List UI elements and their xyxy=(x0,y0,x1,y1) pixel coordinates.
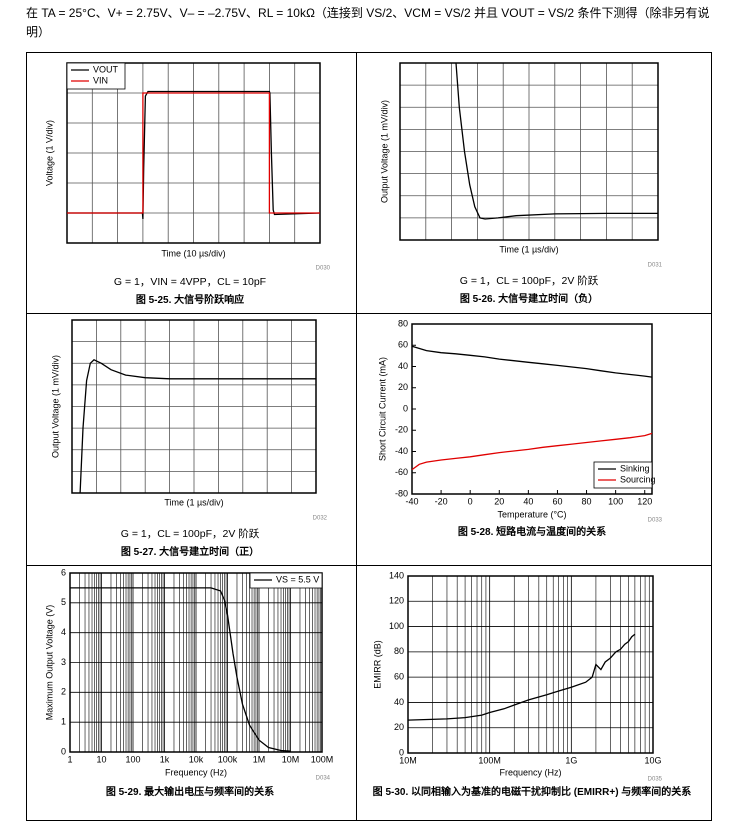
caption: 图 5-28. 短路电流与温度间的关系 xyxy=(457,527,607,538)
plot-frame xyxy=(71,319,317,494)
legend-label: Sourcing xyxy=(620,474,656,484)
plot-frame xyxy=(69,572,323,753)
x-axis-label: Time (1 µs/div) xyxy=(499,244,558,254)
figure-code: D030 xyxy=(316,266,331,272)
x-tick-label: 100 xyxy=(125,754,140,764)
condition: G = 1，VIN = 4VPP，CL = 10pF xyxy=(114,276,266,288)
caption: 图 5-25. 大信号阶跃响应 xyxy=(135,295,245,306)
series-line xyxy=(67,92,320,214)
figure-code: D032 xyxy=(313,516,328,522)
y-tick-label: 60 xyxy=(398,340,408,350)
legend-label: VOUT xyxy=(93,64,119,74)
plot-frame xyxy=(411,323,653,495)
y-tick-label: -40 xyxy=(395,446,408,456)
condition: G = 1，CL = 100pF，2V 阶跃 xyxy=(121,527,260,540)
y-tick-label: 2 xyxy=(61,687,66,697)
x-tick-label: 10M xyxy=(399,755,417,765)
series-line xyxy=(411,345,653,378)
x-tick-label: 100k xyxy=(218,754,238,764)
y-tick-label: 0 xyxy=(403,403,408,413)
series-line xyxy=(411,432,653,471)
y-tick-label: 120 xyxy=(389,596,404,606)
figure-code: D033 xyxy=(648,518,663,524)
series-line xyxy=(70,587,291,752)
y-tick-label: 40 xyxy=(398,361,408,371)
x-tick-label: 10k xyxy=(189,754,204,764)
y-axis-label: Maximum Output Voltage (V) xyxy=(44,605,54,721)
x-tick-label: 120 xyxy=(637,496,652,506)
legend-label: VIN xyxy=(93,75,108,85)
y-tick-label: 80 xyxy=(398,318,408,328)
x-tick-label: 1k xyxy=(160,754,170,764)
x-axis-label: Frequency (Hz) xyxy=(499,767,561,777)
plot-frame xyxy=(399,62,659,241)
y-axis-label: Output Voltage (1 mV/div) xyxy=(379,100,389,203)
y-tick-label: 0 xyxy=(61,746,66,756)
figure-code: D035 xyxy=(648,777,663,783)
legend-box xyxy=(66,62,126,90)
y-tick-label: 80 xyxy=(394,646,404,656)
y-axis-label: Output Voltage (1 mV/div) xyxy=(50,355,60,458)
legend-label: Sinking xyxy=(620,463,650,473)
caption: 图 5-27. 大信号建立时间（正） xyxy=(120,547,260,558)
x-tick-label: -40 xyxy=(405,496,418,506)
y-tick-label: -20 xyxy=(395,425,408,435)
y-tick-label: 20 xyxy=(398,382,408,392)
y-tick-label: 5 xyxy=(61,597,66,607)
x-axis-label: Time (1 µs/div) xyxy=(164,497,223,507)
caption: 图 5-29. 最大输出电压与频率间的关系 xyxy=(105,787,275,798)
y-tick-label: 60 xyxy=(394,672,404,682)
caption: 图 5-26. 大信号建立时间（负） xyxy=(459,294,599,305)
series-line xyxy=(67,90,321,220)
y-tick-label: 40 xyxy=(394,697,404,707)
x-axis-label: Frequency (Hz) xyxy=(165,767,227,777)
y-tick-label: 20 xyxy=(394,722,404,732)
x-tick-label: 20 xyxy=(494,496,504,506)
header: 在 TA = 25°C、V+ = 2.75V、V– = –2.75V、RL = … xyxy=(26,6,710,39)
x-tick-label: 100M xyxy=(311,754,334,764)
series-line xyxy=(79,359,316,494)
plot-frame xyxy=(407,575,654,754)
y-tick-label: 4 xyxy=(61,627,66,637)
y-tick-label: 100 xyxy=(389,621,404,631)
series-line xyxy=(407,633,636,721)
y-tick-label: 140 xyxy=(389,570,404,580)
y-tick-label: -80 xyxy=(395,488,408,498)
x-tick-label: 1 xyxy=(67,754,72,764)
x-tick-label: 10G xyxy=(644,755,661,765)
x-tick-label: 100 xyxy=(608,496,623,506)
figure-code: D034 xyxy=(316,776,331,782)
legend-label: VS = 5.5 V xyxy=(276,574,319,584)
figure-code: D031 xyxy=(648,263,663,269)
plot-frame xyxy=(66,62,321,244)
x-tick-label: 80 xyxy=(582,496,592,506)
legend-box xyxy=(249,572,323,589)
y-tick-label: 6 xyxy=(61,567,66,577)
frame xyxy=(26,52,712,821)
x-tick-label: 1G xyxy=(565,755,577,765)
y-axis-label: Short Circuit Current (mA) xyxy=(377,357,387,461)
x-tick-label: 10M xyxy=(282,754,300,764)
y-tick-label: 3 xyxy=(61,657,66,667)
series-line xyxy=(455,62,658,220)
x-tick-label: 40 xyxy=(523,496,533,506)
x-tick-label: 60 xyxy=(552,496,562,506)
y-tick-label: 1 xyxy=(61,717,66,727)
x-tick-label: 10 xyxy=(96,754,106,764)
x-tick-label: 0 xyxy=(468,496,473,506)
legend-box xyxy=(593,461,653,489)
y-tick-label: -60 xyxy=(395,467,408,477)
x-axis-label: Time (10 µs/div) xyxy=(161,248,225,258)
x-axis-label: Temperature (°C) xyxy=(497,509,566,519)
x-tick-label: 100M xyxy=(478,755,501,765)
x-tick-label: -20 xyxy=(435,496,448,506)
caption: 图 5-30. 以同相输入为基准的电磁干扰抑制比 (EMIRR+) 与频率间的关… xyxy=(372,787,692,798)
condition: G = 1，CL = 100pF，2V 阶跃 xyxy=(460,274,599,287)
y-axis-label: Voltage (1 V/div) xyxy=(44,120,54,186)
x-tick-label: 1M xyxy=(253,754,266,764)
y-tick-label: 0 xyxy=(399,747,404,757)
y-axis-label: EMIRR (dB) xyxy=(372,640,382,689)
